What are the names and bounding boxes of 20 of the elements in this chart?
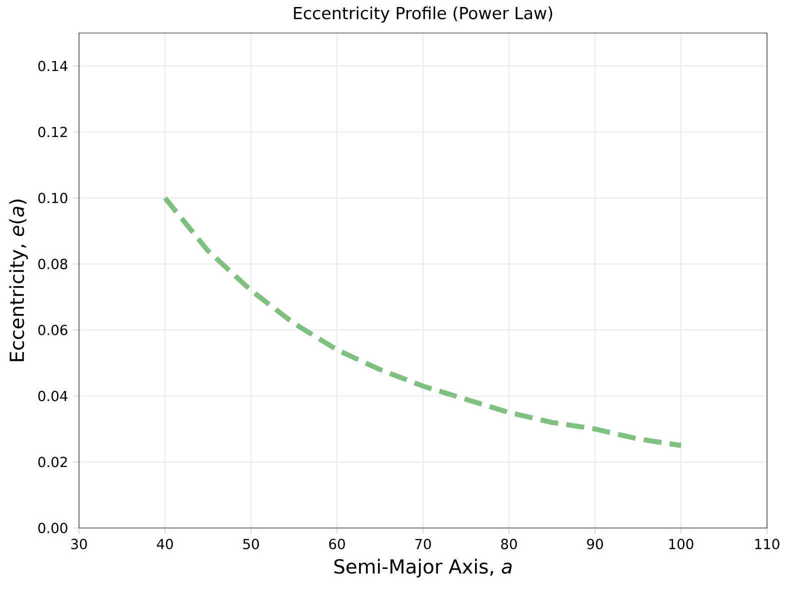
y-axis-title: Eccentricity, e(a) <box>9 200 28 362</box>
y-tick-label: 0.12 <box>38 126 67 138</box>
y-tick-label: 0.00 <box>38 522 68 534</box>
y-tick-label: 0.08 <box>38 258 68 270</box>
x-tick-label: 70 <box>415 538 431 550</box>
x-tick-label: 100 <box>669 538 694 550</box>
x-tick-label: 40 <box>156 538 173 550</box>
y-tick-label: 0.14 <box>38 60 68 72</box>
x-tick-label: 50 <box>243 538 259 550</box>
y-tick-label: 0.02 <box>38 456 67 468</box>
y-tick-label: 0.10 <box>38 192 68 204</box>
x-tick-label: 80 <box>501 538 517 550</box>
y-tick-label: 0.06 <box>38 324 68 336</box>
x-axis-title: Semi-Major Axis, a <box>334 558 512 578</box>
x-tick-label: 30 <box>71 538 87 550</box>
x-tick-label: 60 <box>329 538 345 550</box>
x-tick-label: 90 <box>587 538 603 550</box>
y-tick-label: 0.04 <box>38 390 68 402</box>
chart-title: Eccentricity Profile (Power Law) <box>294 6 552 23</box>
x-tick-label: 110 <box>755 538 780 550</box>
